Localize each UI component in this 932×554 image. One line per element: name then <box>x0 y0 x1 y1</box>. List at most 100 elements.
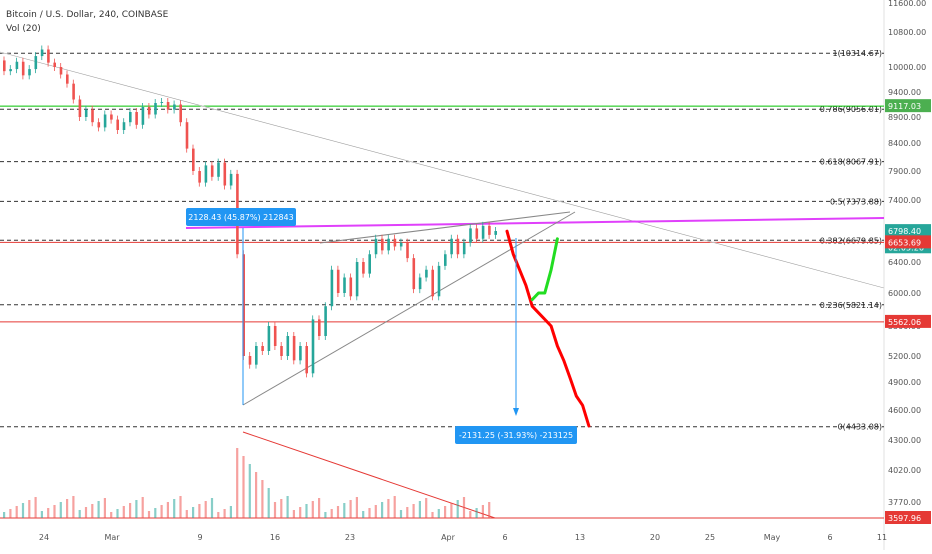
wedge-support-line <box>242 211 576 406</box>
forecast-bullish-path <box>530 237 559 302</box>
volume-bar <box>110 512 113 518</box>
candle-body <box>488 225 491 235</box>
candle-body <box>160 102 164 103</box>
candle-body <box>110 114 113 120</box>
x-tick-label: 16 <box>270 533 280 542</box>
volume-bar <box>248 464 251 518</box>
candle-body <box>229 173 233 186</box>
candle-body <box>166 102 170 110</box>
candle-body <box>399 242 403 247</box>
volume-bar <box>34 497 37 518</box>
candle-body <box>494 231 497 235</box>
candle-body <box>374 238 378 255</box>
volume-bar <box>154 508 157 518</box>
volume-bar <box>318 498 321 518</box>
price-tag <box>885 224 931 238</box>
candle-body <box>305 346 308 374</box>
candle-body <box>66 74 69 84</box>
volume-bar <box>166 502 169 518</box>
price-tag <box>885 314 931 328</box>
candle-body <box>53 62 56 67</box>
candle-body <box>324 306 327 336</box>
volume-bar <box>141 497 144 518</box>
candle-body <box>475 228 479 239</box>
volume-bar <box>399 510 403 518</box>
candle-body <box>330 269 334 307</box>
candle-body <box>116 119 119 130</box>
volume-bar <box>204 501 207 518</box>
candle-body <box>154 103 157 115</box>
y-tick-label: 7400.00 <box>888 196 921 205</box>
y-tick-label: 10800.00 <box>888 28 926 37</box>
volume-bar <box>192 507 195 518</box>
candle-body <box>355 262 359 297</box>
y-tick-label: 4600.00 <box>888 406 921 415</box>
candle-body <box>267 326 271 351</box>
volume-bar <box>374 505 377 518</box>
volume-bar <box>223 509 226 518</box>
volume-bar <box>362 511 365 518</box>
candle-body <box>47 49 50 63</box>
candle-body <box>311 319 315 374</box>
candle-body <box>173 104 176 110</box>
fib-level-label: 0.5(7373.88) <box>830 197 882 206</box>
measure-label-box <box>455 426 577 444</box>
price-tag <box>885 235 931 249</box>
chart-title: Bitcoin / U.S. Dollar, 240, COINBASE <box>6 10 169 20</box>
candle-body <box>129 112 132 123</box>
candle-body <box>179 104 182 123</box>
candle-body <box>28 69 31 76</box>
x-tick-label: 13 <box>575 533 585 542</box>
candle-body <box>469 228 472 243</box>
candle-body <box>141 107 145 125</box>
x-tick-label: 6 <box>502 533 507 542</box>
volume-bar <box>53 505 56 518</box>
trend-line <box>0 51 885 289</box>
y-tick-label: 8400.00 <box>888 139 921 148</box>
volume-bar <box>21 503 25 518</box>
y-tick-label: 11600.00 <box>888 0 926 8</box>
volume-bar <box>179 496 182 518</box>
x-tick-label: 25 <box>705 533 715 542</box>
volume-bar <box>387 499 390 518</box>
volume-bar <box>147 511 151 518</box>
candle-body <box>381 238 384 251</box>
volume-bar <box>418 501 421 518</box>
volume-bar <box>343 503 346 518</box>
candle-body <box>456 238 460 255</box>
candle-body <box>91 109 94 123</box>
price-tag-label: 9117.03 <box>888 102 921 111</box>
candle-body <box>255 346 258 365</box>
forecast-bearish-path <box>505 229 591 428</box>
volume-bar <box>368 508 371 518</box>
volume-bar <box>349 500 352 518</box>
candle-body <box>248 356 252 365</box>
volume-bar <box>210 498 214 518</box>
volume-bar <box>336 506 340 518</box>
price-tag <box>885 99 931 113</box>
candle-body <box>368 254 371 274</box>
volume-bar <box>355 497 358 518</box>
volume-bar <box>273 502 277 518</box>
y-tick-label: 4300.00 <box>888 436 921 445</box>
volume-bar <box>229 506 232 518</box>
y-tick-label: 5200.00 <box>888 352 921 361</box>
volume-bar <box>412 504 415 518</box>
volume-bar <box>122 506 125 518</box>
candle-body <box>59 67 63 75</box>
candle-body <box>15 61 19 70</box>
volume-bar <box>261 480 264 518</box>
candle-body <box>97 122 101 128</box>
candle-body <box>412 258 416 290</box>
candle-body <box>273 326 277 346</box>
volume-bar <box>299 507 302 518</box>
candle-body <box>78 99 82 117</box>
volume-bar <box>481 505 484 518</box>
volume-bar <box>40 511 43 518</box>
candle-body <box>299 346 302 361</box>
price-tag <box>885 511 931 524</box>
candle-body <box>336 269 340 293</box>
price-scale-panel <box>884 0 932 550</box>
